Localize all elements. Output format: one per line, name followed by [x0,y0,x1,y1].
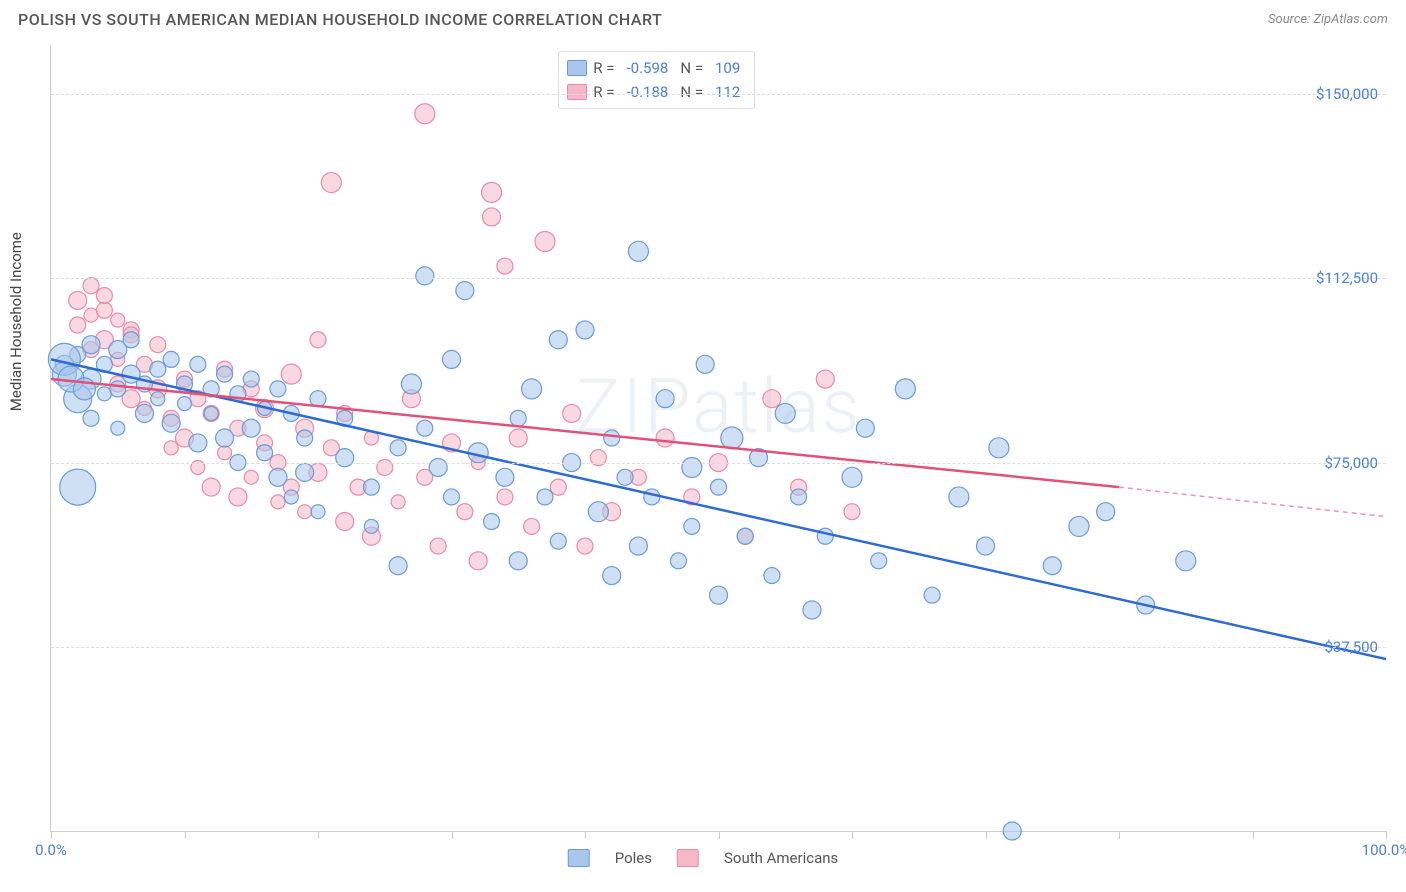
r-label: R = [593,80,614,104]
legend-label-sa: South Americans [724,849,838,867]
r-value-poles: -0.598 [627,56,669,80]
legend-label-poles: Poles [615,849,652,867]
r-label: R = [593,56,614,80]
chart-title: POLISH VS SOUTH AMERICAN MEDIAN HOUSEHOL… [18,10,662,29]
x-tick-label: 100.0% [1362,841,1406,859]
y-tick-label: $150,000 [1316,85,1378,103]
n-value-poles: 109 [715,56,740,80]
legend: Poles South Americans [568,849,839,867]
stats-row-sa: R = -0.188 N = 112 [567,80,746,104]
n-value-sa: 112 [715,80,740,104]
swatch-sa [567,84,587,100]
legend-swatch-poles [568,849,590,867]
legend-swatch-sa [677,849,699,867]
y-tick-label: $112,500 [1316,269,1378,287]
y-axis-title: Median Household Income [7,232,25,411]
swatch-poles [567,60,587,76]
r-value-sa: -0.188 [627,80,669,104]
n-label: N = [680,80,703,104]
y-tick-label: $37,500 [1324,638,1378,656]
scatter-svg [51,45,1386,831]
correlation-stats-box: R = -0.598 N = 109 R = -0.188 N = 112 [558,51,755,109]
y-tick-label: $75,000 [1324,454,1378,472]
chart-plot-area: Median Household Income ZIPatlas R = -0.… [50,45,1386,832]
n-label: N = [680,56,703,80]
source-label: Source: ZipAtlas.com [1268,12,1388,27]
stats-row-poles: R = -0.598 N = 109 [567,56,746,80]
x-tick-label: 0.0% [35,841,67,859]
